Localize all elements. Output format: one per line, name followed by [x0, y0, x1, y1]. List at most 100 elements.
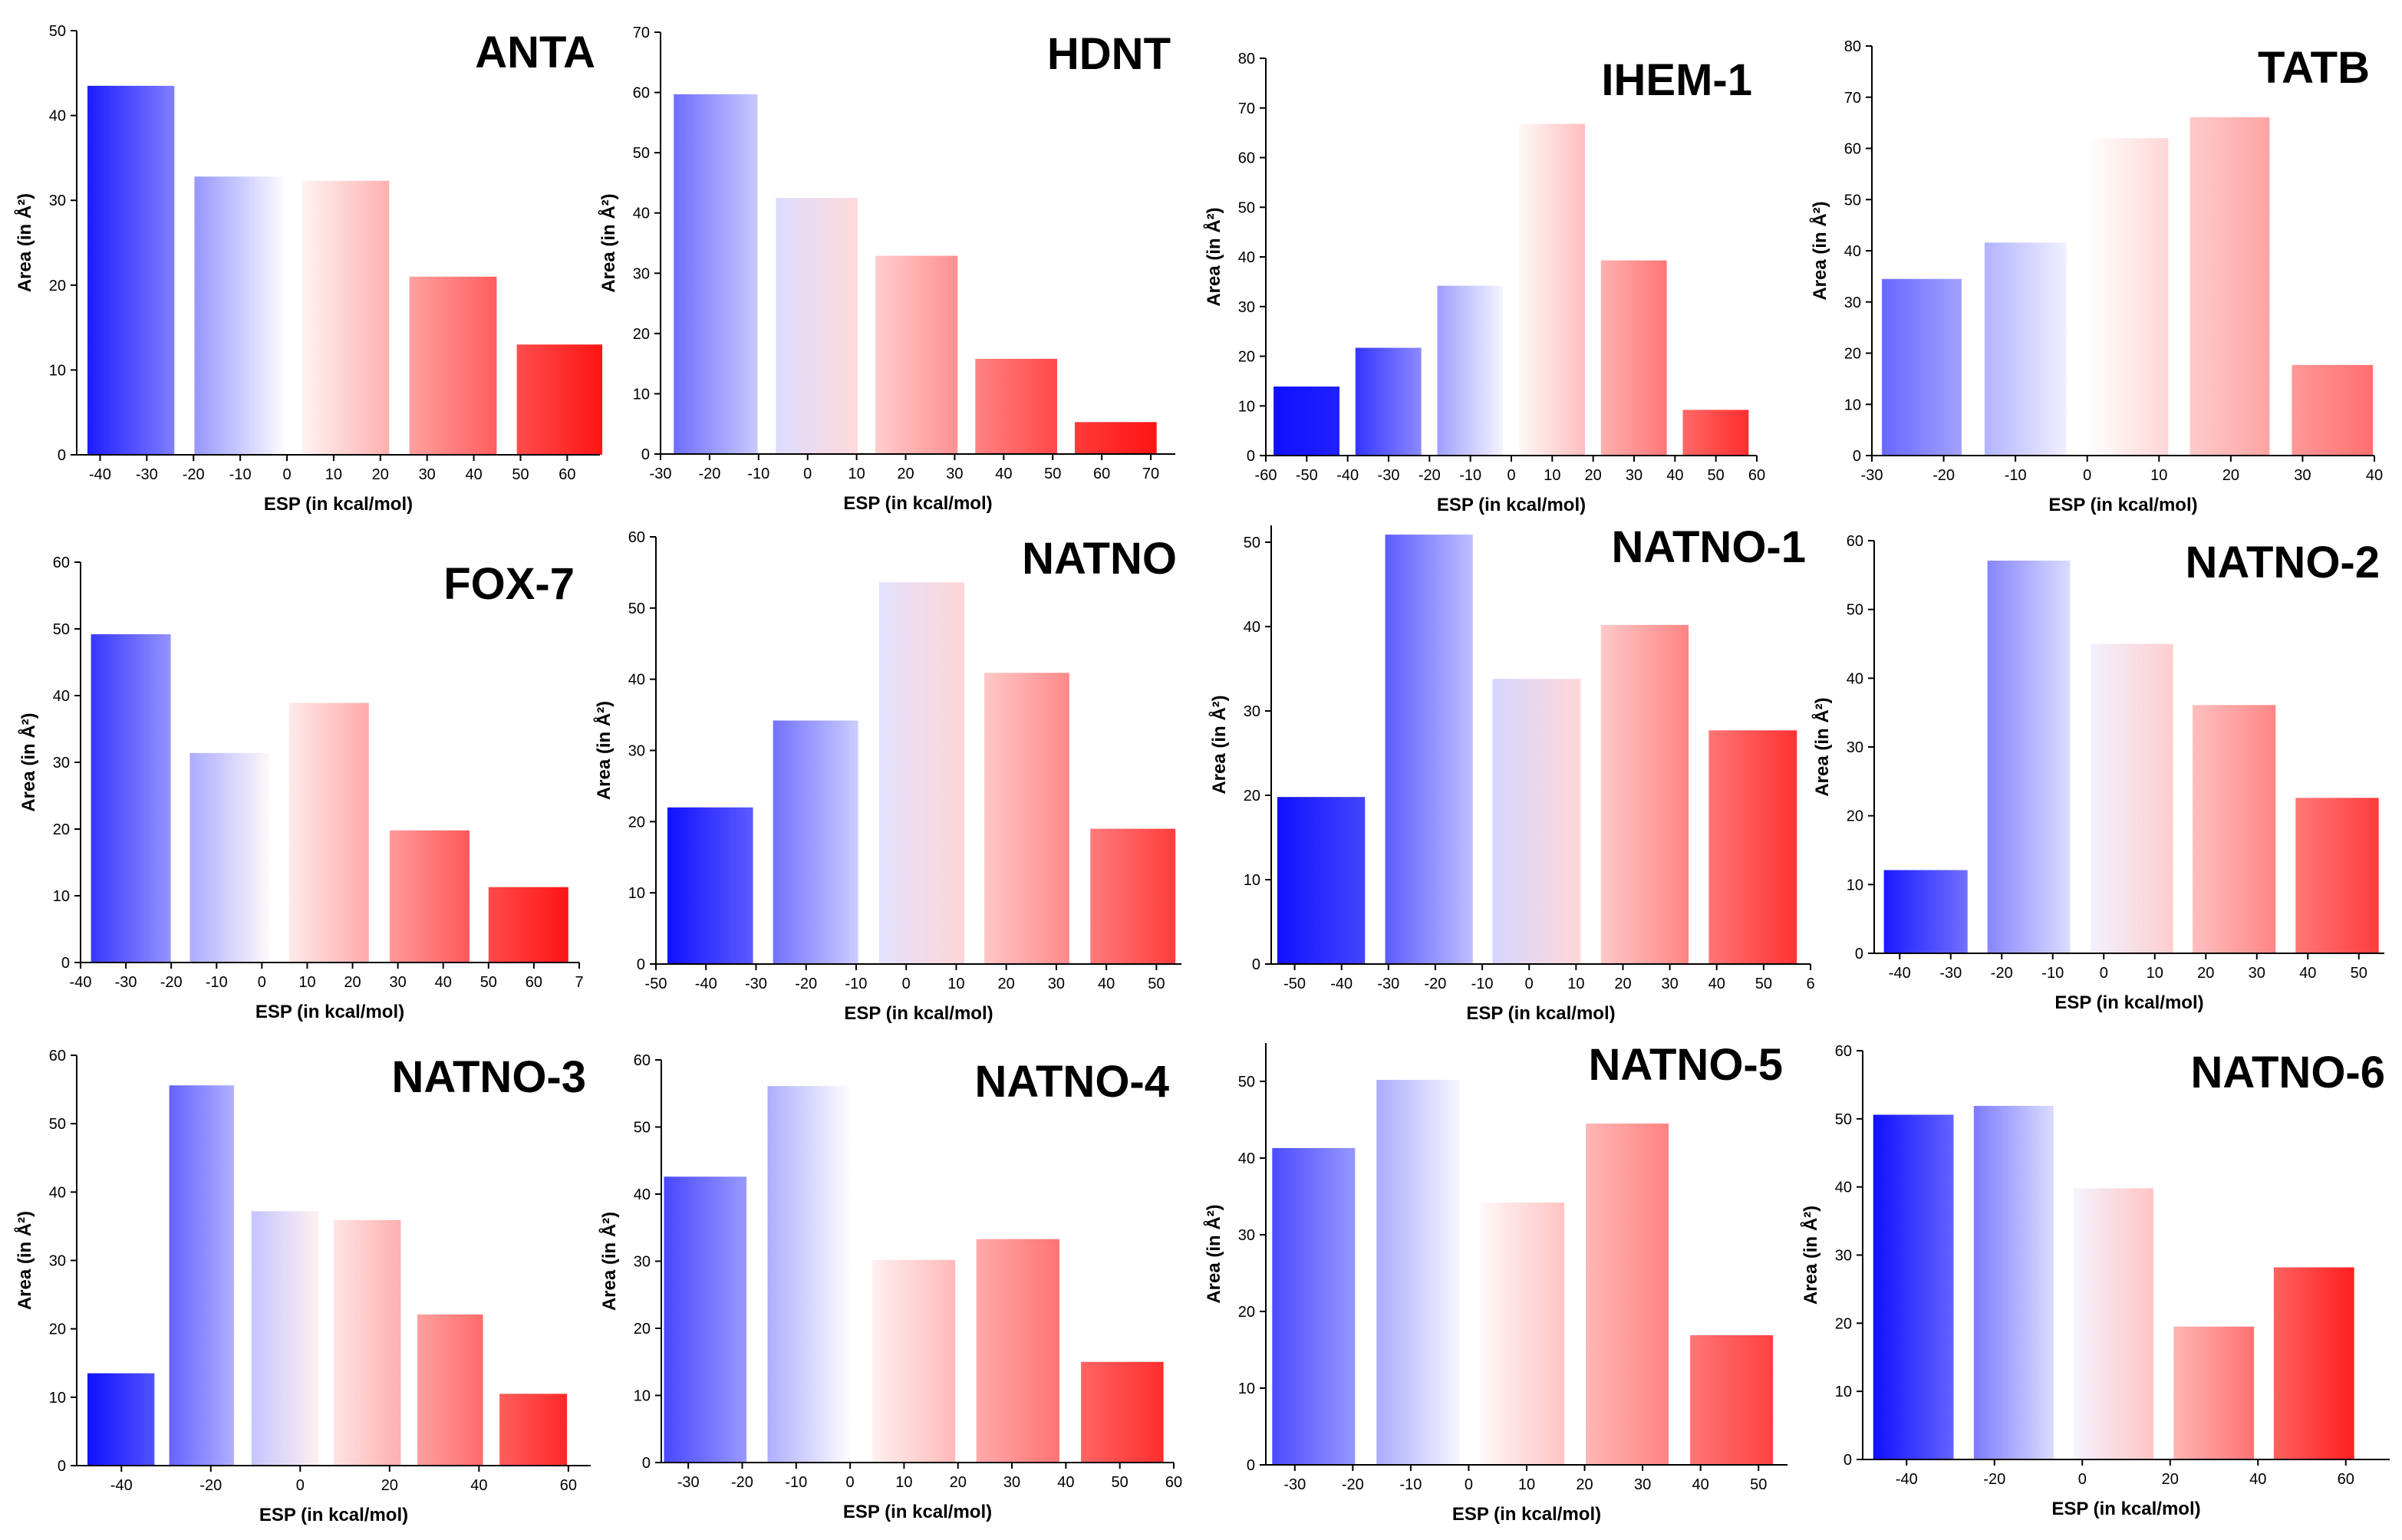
bar: [2090, 643, 2173, 953]
chart-title: NATNO-2: [2186, 538, 2380, 587]
x-tick-label: 6: [1806, 976, 1814, 992]
bar: [1586, 1124, 1669, 1465]
x-tick-label: -20: [1932, 467, 1955, 484]
x-tick-label: 50: [2351, 965, 2367, 982]
y-tick-label: 60: [633, 85, 650, 102]
y-tick-label: 20: [1847, 808, 1863, 825]
x-tick-label: -10: [1471, 976, 1494, 992]
x-tick-label: -40: [1889, 965, 1911, 982]
x-tick-label: -10: [785, 1474, 807, 1491]
bar: [1984, 242, 2067, 456]
bar: [1277, 797, 1366, 964]
bar: [872, 1259, 956, 1463]
bar: [1987, 561, 2071, 953]
y-axis-label: Area (in Å²): [598, 1212, 620, 1311]
bar: [1090, 828, 1176, 964]
x-tick-label: 20: [1576, 1476, 1593, 1493]
x-axis-label: ESP (in kcal/mol): [259, 1505, 408, 1525]
y-tick-label: 0: [1853, 448, 1861, 465]
x-tick-label: -20: [795, 976, 817, 992]
chart-panel: 0 10 20 30 40 50 60 -40 -20 0 20 40 60 ESP (in kcal/m…: [1800, 1043, 2390, 1519]
y-tick-label: 70: [1844, 90, 1861, 107]
y-tick-label: 0: [58, 1458, 66, 1475]
chart-panel: 0 10 20 30 40 50 -40 -30 -20 -10 0 10 20 30 40 50 60 ESP …: [14, 23, 603, 515]
y-tick-label: 0: [642, 1455, 651, 1472]
x-tick-label: -20: [160, 974, 183, 991]
x-tick-label: -10: [845, 976, 867, 992]
x-tick-label: 50: [1148, 976, 1165, 992]
chart-panel: 0 10 20 30 40 50 60 -30 -20 -10 0 10 20 30 40 50 60 ESP (…: [598, 1052, 1182, 1522]
x-tick-label: 60: [2338, 1471, 2354, 1488]
x-tick-label: -30: [677, 1474, 700, 1491]
y-tick-label: 0: [1252, 956, 1260, 973]
x-tick-label: 20: [2197, 965, 2214, 982]
bar: [1081, 1361, 1164, 1463]
x-tick-label: 40: [995, 466, 1012, 482]
x-tick-label: -20: [698, 466, 720, 482]
bar: [1376, 1080, 1461, 1465]
bar: [2292, 364, 2374, 456]
y-tick-label: 80: [1844, 38, 1861, 55]
x-tick-label: 40: [1098, 976, 1115, 992]
chart-title: ANTA: [475, 28, 595, 77]
x-tick-label: 7: [575, 974, 583, 991]
y-tick-label: 60: [49, 1048, 66, 1065]
y-tick-label: 20: [49, 1321, 66, 1338]
bar: [776, 198, 858, 454]
bar: [409, 276, 497, 455]
x-tick-label: 40: [470, 1477, 487, 1494]
x-tick-label: 60: [558, 466, 575, 483]
y-tick-label: 10: [49, 362, 66, 379]
bar: [2173, 1326, 2255, 1459]
x-tick-label: -30: [1861, 467, 1883, 484]
y-tick-label: 60: [1835, 1043, 1852, 1060]
y-tick-label: 30: [1835, 1248, 1852, 1265]
x-tick-label: -60: [1255, 467, 1277, 484]
y-axis-label: Area (in Å²): [1203, 1204, 1224, 1303]
x-tick-label: 10: [895, 1474, 912, 1491]
x-tick-label: -20: [1991, 965, 2013, 982]
y-tick-label: 40: [634, 1186, 651, 1203]
x-tick-label: -20: [199, 1477, 222, 1494]
x-tick-label: 0: [2100, 965, 2108, 982]
x-tick-label: 20: [950, 1474, 967, 1491]
x-tick-label: 10: [1544, 467, 1560, 484]
x-tick-label: 40: [2366, 467, 2383, 484]
x-tick-label: -40: [70, 974, 92, 991]
x-tick-label: 60: [1093, 466, 1110, 482]
y-tick-label: 50: [49, 23, 66, 40]
y-tick-label: 60: [628, 529, 645, 546]
x-tick-label: -10: [1459, 467, 1481, 484]
x-tick-label: -20: [1342, 1476, 1364, 1493]
bar: [1519, 123, 1585, 456]
y-tick-label: 10: [1244, 872, 1260, 889]
y-tick-label: 0: [1247, 448, 1255, 465]
y-tick-label: 40: [1244, 619, 1260, 636]
y-tick-label: 50: [634, 1120, 651, 1137]
y-tick-label: 40: [49, 1184, 66, 1201]
x-tick-label: 40: [2249, 1471, 2266, 1488]
bar: [1883, 870, 1968, 953]
y-tick-label: 50: [1238, 1074, 1255, 1091]
x-tick-label: 0: [1507, 467, 1515, 484]
bar: [1690, 1335, 1774, 1465]
x-tick-label: 0: [902, 976, 911, 992]
x-tick-label: 30: [946, 466, 963, 482]
bar: [1600, 260, 1667, 456]
x-tick-label: 30: [419, 466, 436, 483]
chart-title: NATNO-5: [1589, 1040, 1783, 1090]
x-tick-label: 50: [1750, 1476, 1767, 1493]
x-tick-label: 50: [512, 466, 529, 483]
x-axis-label: ESP (in kcal/mol): [1466, 1003, 1615, 1024]
x-tick-label: 20: [1614, 976, 1631, 992]
y-tick-label: 30: [53, 755, 70, 772]
x-tick-label: 20: [998, 976, 1015, 992]
chart-title: NATNO-4: [975, 1057, 1169, 1107]
x-tick-label: 20: [897, 466, 914, 482]
chart-panel: 0 10 20 30 40 50 60 -50 -40 -30 -20 -10 0 10 20 30 40 50 E…: [593, 529, 1181, 1024]
y-tick-label: 0: [61, 955, 70, 972]
y-tick-label: 10: [53, 888, 70, 905]
x-tick-label: -40: [695, 976, 717, 992]
y-tick-label: 30: [49, 1253, 66, 1270]
bar: [2087, 138, 2169, 456]
